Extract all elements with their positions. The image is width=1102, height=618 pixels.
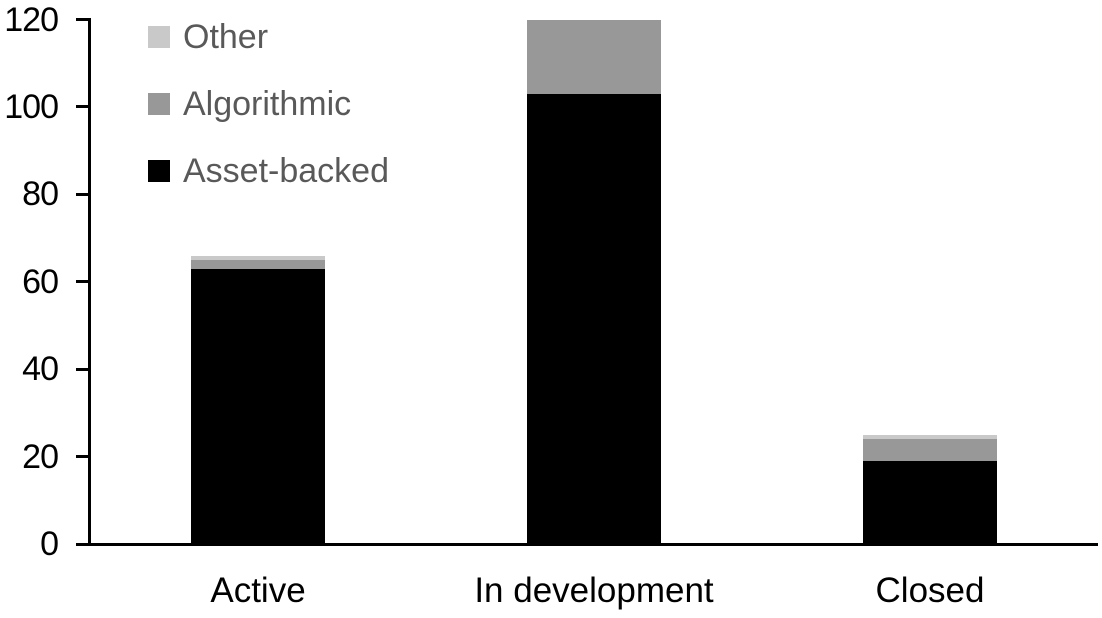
bar-segment-asset-backed-in-development: [527, 93, 661, 544]
category-label-in-development: In development: [474, 571, 714, 610]
y-tick-label: 80: [22, 175, 59, 214]
bar-segment-algorithmic-closed: [863, 439, 997, 461]
y-tick-mark: [76, 105, 89, 109]
y-tick-label: 40: [22, 350, 59, 389]
legend-label-other: Other: [183, 18, 269, 56]
y-tick-mark: [76, 367, 89, 371]
y-tick-mark: [76, 18, 89, 21]
y-tick-label: 120: [4, 0, 59, 39]
y-tick-label: 20: [22, 437, 59, 476]
y-tick-mark: [76, 542, 89, 546]
x-axis-line: [76, 543, 1098, 546]
legend-item-algorithmic: Algorithmic: [148, 84, 389, 124]
bar-segment-algorithmic-active: [191, 259, 325, 269]
bar-segment-asset-backed-closed: [863, 461, 997, 544]
bar-segment-asset-backed-active: [191, 268, 325, 544]
legend-item-asset-backed: Asset-backed: [148, 151, 389, 191]
y-tick-label: 60: [22, 262, 59, 301]
y-tick-mark: [76, 192, 89, 196]
y-tick-label: 100: [4, 87, 59, 126]
y-axis-line: [88, 18, 91, 546]
legend-label-asset-backed: Asset-backed: [183, 152, 389, 190]
legend-swatch-algorithmic: [148, 93, 170, 115]
y-tick-mark: [76, 280, 89, 284]
bar-segment-algorithmic-in-development: [527, 19, 661, 94]
category-label-active: Active: [210, 571, 306, 610]
legend-swatch-other: [148, 26, 170, 48]
y-tick-label: 0: [40, 525, 59, 563]
legend-swatch-asset-backed: [148, 160, 170, 182]
bar-segment-other-active: [191, 255, 325, 260]
bar-segment-other-closed: [863, 434, 997, 440]
legend: Other Algorithmic Asset-backed: [148, 17, 389, 191]
category-label-closed: Closed: [875, 571, 985, 610]
y-tick-mark: [76, 455, 89, 459]
legend-item-other: Other: [148, 17, 389, 57]
legend-label-algorithmic: Algorithmic: [183, 85, 352, 123]
